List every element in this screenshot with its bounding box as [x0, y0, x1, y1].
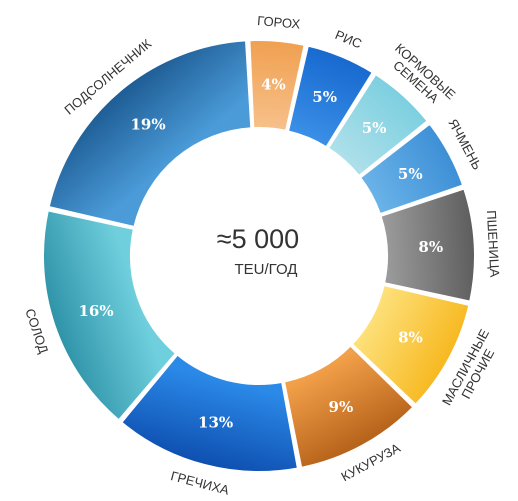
- slice-3: [326, 72, 430, 178]
- slice-10: [47, 39, 253, 229]
- slices-group: [42, 39, 476, 473]
- center-value: ≈5 000: [217, 224, 299, 254]
- slice-percent-label: 8%: [398, 329, 423, 347]
- slice-percent-label: 5%: [312, 88, 337, 106]
- slice-category-label: РИС: [333, 27, 364, 51]
- slice-percent-label: 5%: [362, 119, 387, 137]
- slice-percent-label: 5%: [398, 165, 423, 183]
- slice-9: [42, 209, 178, 422]
- slice-category-word: СОЛОД: [22, 307, 51, 356]
- slice-category-word: РИС: [333, 27, 364, 51]
- slice-category-label: ГОРОХ: [257, 13, 301, 32]
- slice-7: [282, 344, 415, 470]
- slice-category-word: ГОРОХ: [257, 13, 301, 32]
- slice-1: [248, 39, 306, 133]
- slice-percent-label: 9%: [329, 398, 354, 416]
- slice-percent-label: 16%: [78, 302, 113, 320]
- slice-2: [286, 44, 375, 149]
- slice-category-label: ГРЕЧИХА: [169, 468, 231, 498]
- slice-percent-label: 8%: [418, 238, 443, 256]
- slice-category-label: ПШЕНИЦА: [484, 210, 503, 278]
- slice-category-word: ПШЕНИЦА: [484, 210, 503, 278]
- center-unit: TEU/ГОД: [235, 261, 298, 278]
- slice-category-word: ГРЕЧИХА: [169, 468, 231, 498]
- slice-percent-label: 13%: [198, 413, 233, 431]
- slice-percent-label: 4%: [261, 76, 286, 94]
- slice-8: [119, 353, 300, 473]
- percent-labels-group: 4% 5% 5% 5% 8% 8% 9% 13% 16% 19%: [78, 76, 443, 432]
- slice-percent-label: 19%: [130, 116, 165, 134]
- slice-4: [358, 122, 465, 216]
- slice-5: [379, 187, 476, 303]
- slice-6: [350, 283, 471, 407]
- slice-category-label: СОЛОД: [22, 307, 51, 356]
